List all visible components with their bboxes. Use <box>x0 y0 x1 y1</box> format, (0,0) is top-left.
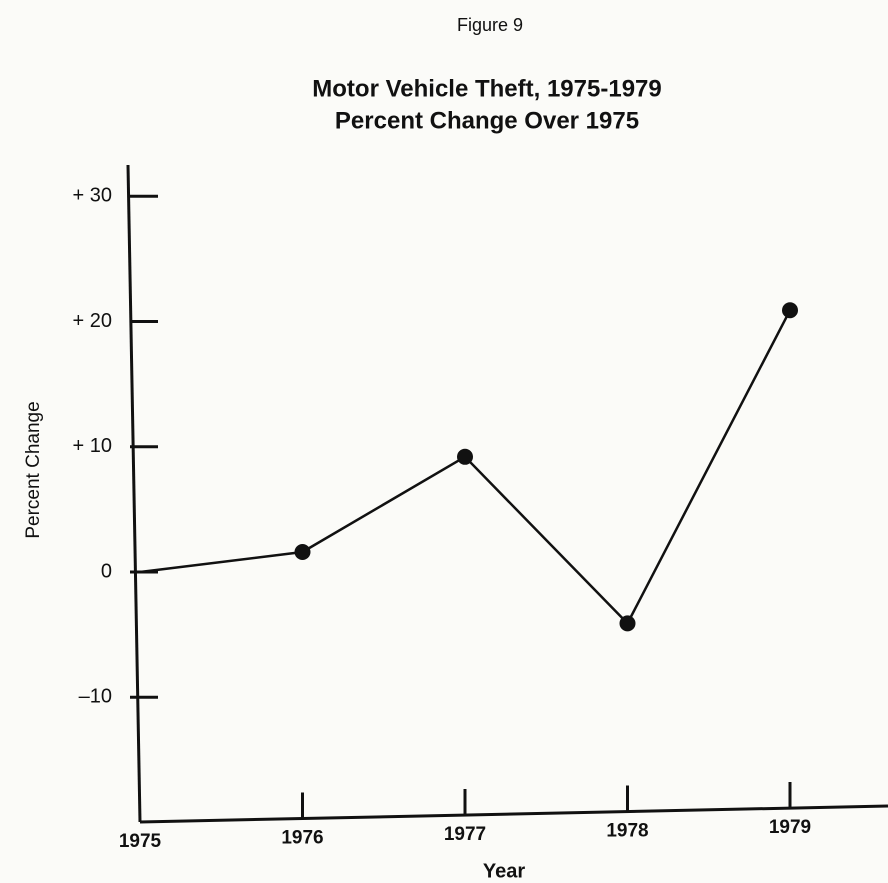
x-tick-label: 1979 <box>769 817 811 838</box>
chart-title: Motor Vehicle Theft, 1975-1979 <box>312 75 661 102</box>
y-tick-label: 0 <box>101 560 112 582</box>
y-tick-label: –10 <box>79 686 112 708</box>
x-tick-label: 1977 <box>444 824 486 845</box>
point <box>619 615 636 632</box>
y-tick-label: + 20 <box>73 310 112 332</box>
x-axis <box>139 804 888 824</box>
point <box>457 448 473 465</box>
y-tick-label: + 10 <box>73 435 112 457</box>
y-tick-label: + 30 <box>73 185 112 207</box>
x-tick-label: 1978 <box>606 821 648 842</box>
y-axis-label: Percent Change <box>23 401 44 538</box>
y-axis <box>126 164 142 823</box>
figure-label: Figure 9 <box>457 15 523 35</box>
x-tick-label: 1976 <box>281 828 323 849</box>
point <box>782 302 798 319</box>
x-tick-label: 1975 <box>119 831 162 852</box>
x-axis-label: Year <box>483 860 525 882</box>
line <box>139 309 792 626</box>
point <box>294 543 311 560</box>
chart-subtitle: Percent Change Over 1975 <box>335 107 639 134</box>
